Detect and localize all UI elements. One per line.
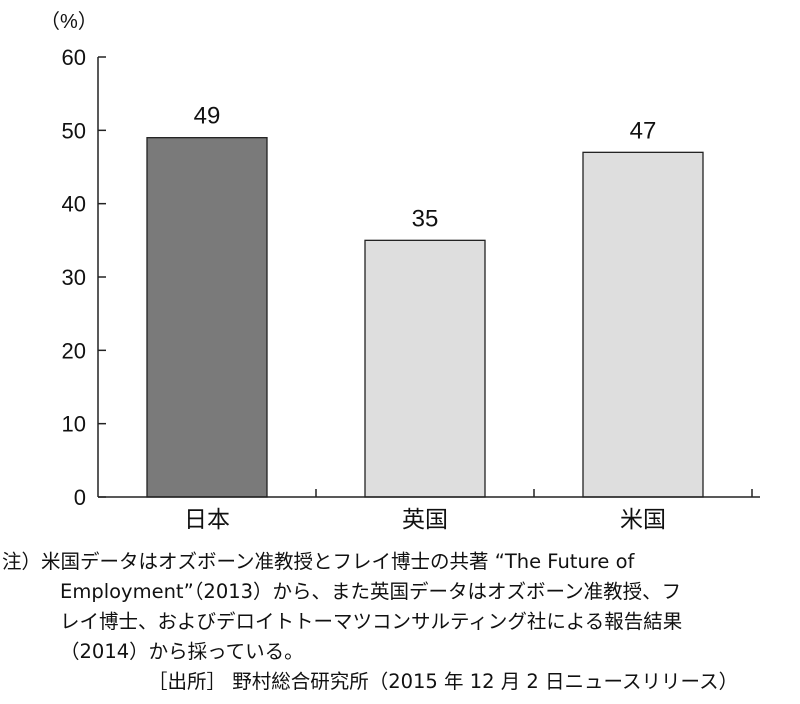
y-tick-label: 10 (62, 412, 86, 437)
bar-chart: （%） 0 10 20 30 40 50 60 49 35 47 日本 英国 米国 (40, 10, 760, 533)
bar-3 (582, 151, 704, 498)
note-line-3: レイ博士、およびデロイトトーマツコンサルティング社による報告結果 (60, 610, 683, 633)
data-label: 35 (412, 205, 439, 232)
bar-1 (146, 137, 268, 498)
data-label: 49 (194, 103, 221, 130)
footnote: 注）米国データはオズボーン准教授とフレイ博士の共著 “The Future of… (0, 547, 800, 697)
source-line: ［出所］ 野村総合研究所（2015 年 12 月 2 日ニュースリリース） (148, 670, 739, 693)
note-line-2: Employment”（2013）から、また英国データはオズボーン准教授、フ (60, 580, 682, 603)
y-tick-label: 40 (62, 192, 86, 217)
x-axis: 日本 英国 米国 (98, 489, 760, 533)
y-tick-label: 30 (62, 265, 86, 290)
x-category-label: 日本 (184, 507, 230, 533)
y-tick-label: 0 (74, 485, 86, 510)
data-label: 47 (630, 117, 657, 144)
note-line-1: 注）米国データはオズボーン准教授とフレイ博士の共著 “The Future of (2, 550, 635, 573)
y-tick-label: 50 (62, 118, 86, 143)
bar-2 (364, 239, 486, 498)
note-line-4: （2014）から採っている。 (60, 640, 304, 663)
y-axis: 0 10 20 30 40 50 60 (62, 45, 106, 510)
x-category-label: 米国 (620, 507, 666, 533)
bars: 49 35 47 (146, 103, 704, 498)
y-unit-label: （%） (40, 10, 98, 33)
x-category-label: 英国 (402, 507, 448, 533)
y-tick-label: 20 (62, 338, 86, 363)
y-tick-label: 60 (62, 45, 86, 70)
